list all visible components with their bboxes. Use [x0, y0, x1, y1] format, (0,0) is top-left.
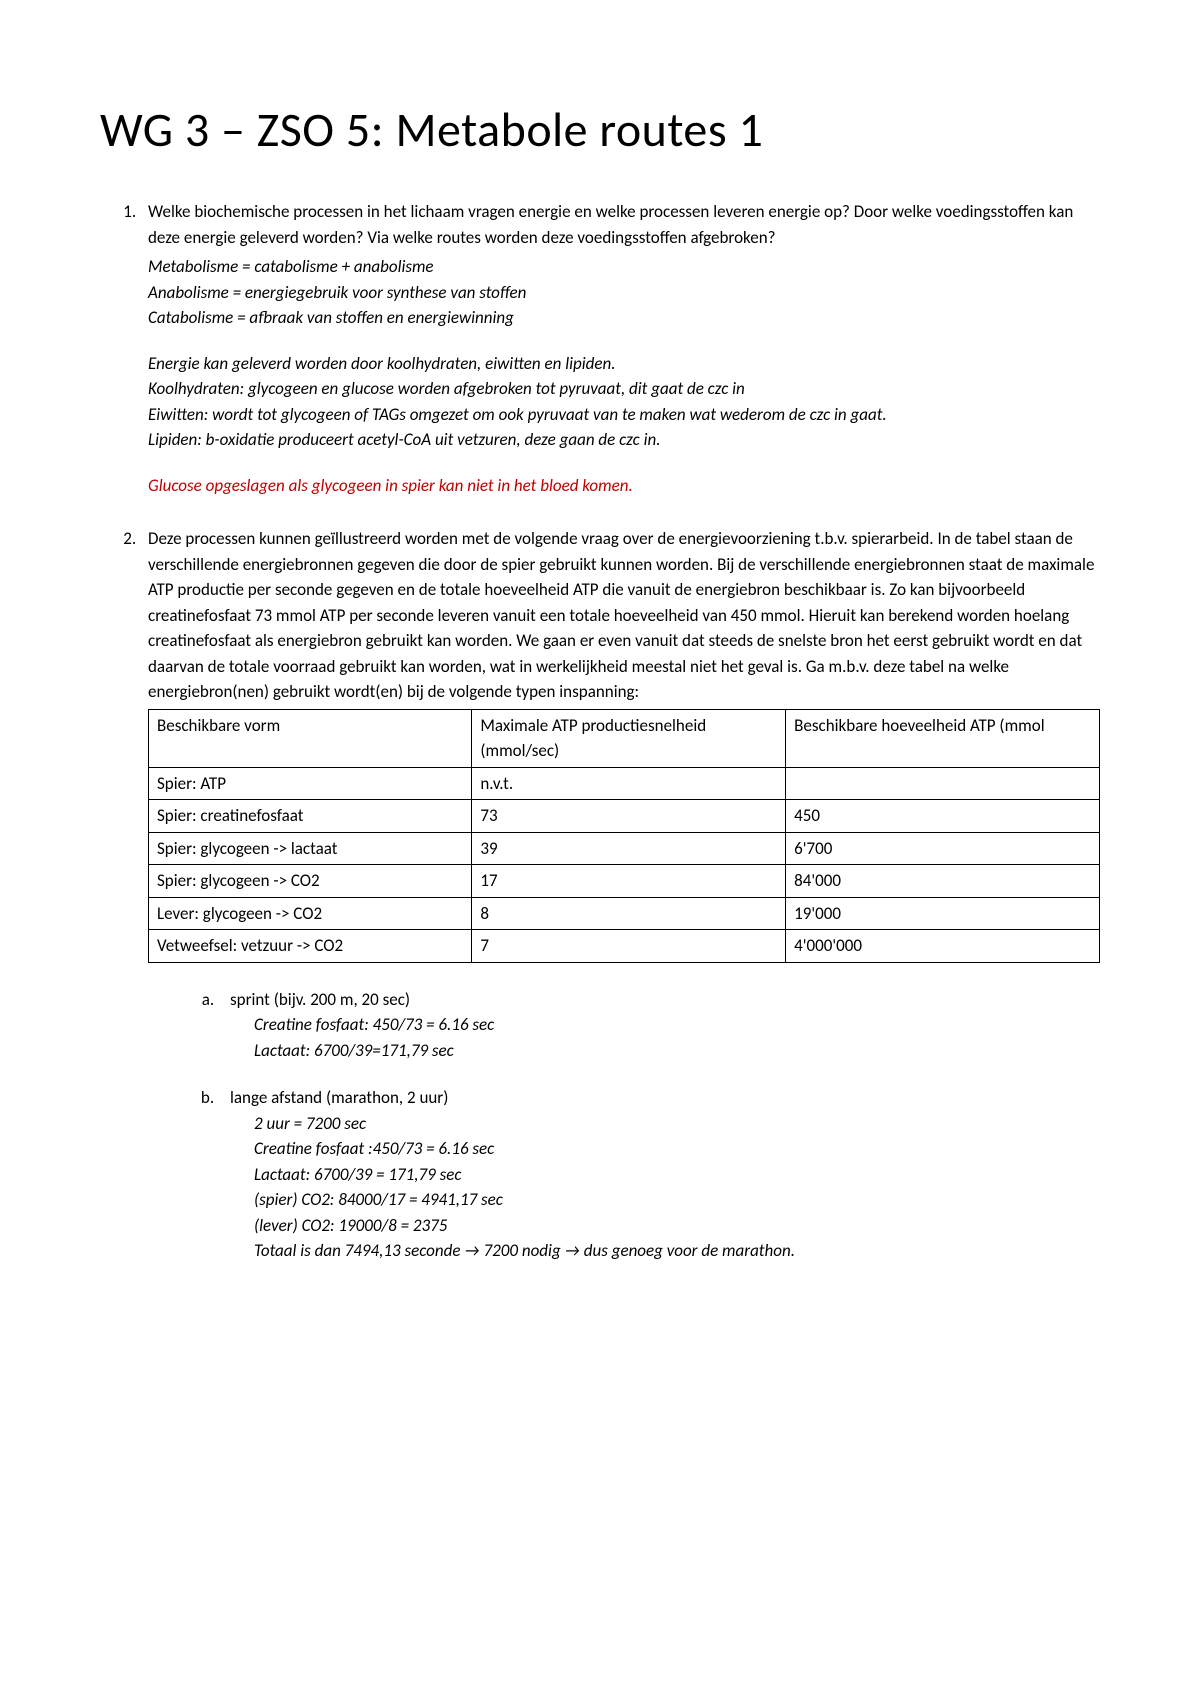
cell: Spier: glycogeen -> lactaat — [149, 832, 472, 865]
cell: 39 — [472, 832, 786, 865]
sub-b-line1: 2 uur = 7200 sec — [254, 1111, 1100, 1137]
cell — [786, 767, 1100, 800]
cell: Vetweefsel: vetzuur -> CO2 — [149, 930, 472, 963]
q1-p2-line2: Koolhydraten: glycogeen en glucose worde… — [148, 376, 1100, 402]
q1-answer-line3: Catabolisme = afbraak van stoffen en ene… — [148, 305, 1100, 331]
q1-p2-line4: Lipiden: b-oxidatie produceert acetyl-Co… — [148, 427, 1100, 453]
cell: 84'000 — [786, 865, 1100, 898]
th-2: Beschikbare hoeveelheid ATP (mmol — [786, 709, 1100, 767]
cell: 8 — [472, 897, 786, 930]
sub-b: lange afstand (marathon, 2 uur) 2 uur = … — [218, 1085, 1100, 1264]
cell: 6'700 — [786, 832, 1100, 865]
cell: 450 — [786, 800, 1100, 833]
th-0: Beschikbare vorm — [149, 709, 472, 767]
cell: Spier: creatinefosfaat — [149, 800, 472, 833]
q1-red-note: Glucose opgeslagen als glycogeen in spie… — [148, 473, 1100, 499]
table-row: Vetweefsel: vetzuur -> CO2 7 4'000'000 — [149, 930, 1100, 963]
q1-answer-line1: Metabolisme = catabolisme + anabolisme — [148, 254, 1100, 280]
sub-b-line3: Lactaat: 6700/39 = 171,79 sec — [254, 1162, 1100, 1188]
th-1: Maximale ATP productiesnelheid (mmol/sec… — [472, 709, 786, 767]
question-2: Deze processen kunnen geïllustreerd word… — [140, 526, 1100, 1264]
cell: n.v.t. — [472, 767, 786, 800]
q1-p2-line1: Energie kan geleverd worden door koolhyd… — [148, 351, 1100, 377]
sub-b-line6: Totaal is dan 7494,13 seconde → 7200 nod… — [254, 1238, 1100, 1264]
sub-b-line5: (lever) CO2: 19000/8 = 2375 — [254, 1213, 1100, 1239]
table-row: Spier: glycogeen -> lactaat 39 6'700 — [149, 832, 1100, 865]
sub-a: sprint (bijv. 200 m, 20 sec) Creatine fo… — [218, 987, 1100, 1064]
table-row: Lever: glycogeen -> CO2 8 19'000 — [149, 897, 1100, 930]
table-row: Spier: creatinefosfaat 73 450 — [149, 800, 1100, 833]
cell: 19'000 — [786, 897, 1100, 930]
cell: 17 — [472, 865, 786, 898]
sub-b-line2: Creatine fosfaat :450/73 = 6.16 sec — [254, 1136, 1100, 1162]
q1-answer-line2: Anabolisme = energiegebruik voor synthes… — [148, 280, 1100, 306]
sub-b-line4: (spier) CO2: 84000/17 = 4941,17 sec — [254, 1187, 1100, 1213]
q2-question: Deze processen kunnen geïllustreerd word… — [148, 526, 1100, 705]
q1-p2-line3: Eiwitten: wordt tot glycogeen of TAGs om… — [148, 402, 1100, 428]
sub-a-line1: Creatine fosfaat: 450/73 = 6.16 sec — [254, 1012, 1100, 1038]
sub-question-list: sprint (bijv. 200 m, 20 sec) Creatine fo… — [148, 987, 1100, 1264]
table-header-row: Beschikbare vorm Maximale ATP producties… — [149, 709, 1100, 767]
sub-a-title: sprint (bijv. 200 m, 20 sec) — [230, 989, 410, 1010]
cell: Spier: glycogeen -> CO2 — [149, 865, 472, 898]
sub-a-line2: Lactaat: 6700/39=171,79 sec — [254, 1038, 1100, 1064]
document-page: WG 3 – ZSO 5: Metabole routes 1 Welke bi… — [0, 0, 1200, 1698]
cell: Lever: glycogeen -> CO2 — [149, 897, 472, 930]
table-row: Spier: ATP n.v.t. — [149, 767, 1100, 800]
table-body: Spier: ATP n.v.t. Spier: creatinefosfaat… — [149, 767, 1100, 962]
cell: 73 — [472, 800, 786, 833]
sub-b-title: lange afstand (marathon, 2 uur) — [230, 1087, 448, 1108]
cell: 7 — [472, 930, 786, 963]
table-row: Spier: glycogeen -> CO2 17 84'000 — [149, 865, 1100, 898]
cell: Spier: ATP — [149, 767, 472, 800]
energy-table: Beschikbare vorm Maximale ATP producties… — [148, 709, 1100, 963]
question-list: Welke biochemische processen in het lich… — [100, 199, 1100, 1264]
page-title: WG 3 – ZSO 5: Metabole routes 1 — [100, 100, 1100, 159]
question-1: Welke biochemische processen in het lich… — [140, 199, 1100, 498]
cell: 4'000'000 — [786, 930, 1100, 963]
q1-question: Welke biochemische processen in het lich… — [148, 199, 1100, 250]
